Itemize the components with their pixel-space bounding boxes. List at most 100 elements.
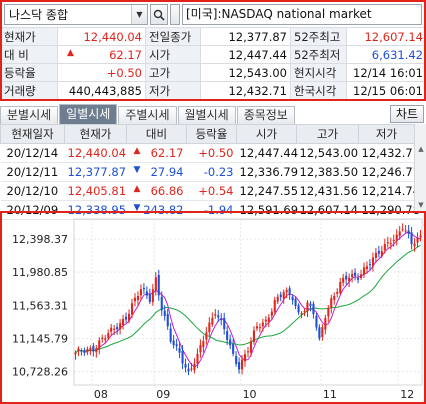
- candle-body: [175, 344, 178, 346]
- rate-cell: +0.54: [186, 181, 237, 201]
- candle-body: [389, 243, 392, 245]
- tab-info[interactable]: 종목정보: [236, 106, 295, 124]
- candle-body: [377, 251, 380, 254]
- candle-body: [345, 275, 348, 280]
- candle-body: [83, 350, 86, 353]
- grid-scrollbar[interactable]: ▲ ▼: [414, 124, 426, 212]
- candle-body: [217, 315, 220, 318]
- candle-body: [238, 362, 241, 370]
- quote-value: 12,377.87: [200, 27, 291, 46]
- candle-body: [160, 296, 163, 311]
- tab-minute[interactable]: 분별시세: [0, 106, 59, 124]
- candle-body: [386, 242, 389, 244]
- candle-body: [80, 350, 83, 352]
- search-button[interactable]: [150, 4, 168, 25]
- candle-body: [86, 349, 89, 353]
- candle-body: [148, 293, 151, 302]
- table-row[interactable]: 20/12/09 12,338.95 ▼ 243.82 -1.94 12,591.69 12…: [0, 200, 420, 220]
- chevron-down-icon[interactable]: ▼: [131, 5, 147, 24]
- column-header[interactable]: 현재일자: [0, 124, 65, 144]
- candle-body: [351, 273, 354, 277]
- candle-body: [371, 257, 374, 267]
- candle-body: [178, 348, 181, 353]
- candle-body: [187, 368, 190, 372]
- change-cell: ▲ 66.86: [126, 181, 187, 201]
- candle-body: [95, 348, 98, 353]
- column-header[interactable]: 저가: [358, 124, 415, 144]
- quote-label: 저가: [145, 81, 201, 100]
- column-header[interactable]: 고가: [296, 124, 359, 144]
- candle-body: [413, 243, 416, 247]
- plot-border: [73, 218, 423, 386]
- candle-body: [255, 326, 258, 329]
- candle-body: [258, 327, 261, 329]
- candle-body: [303, 310, 306, 312]
- table-row[interactable]: 20/12/14 12,440.04 ▲ 62.17 +0.50 12,447.44 12,…: [0, 143, 420, 163]
- tab-weekly[interactable]: 주별시세: [118, 106, 177, 124]
- candle-body: [113, 328, 116, 330]
- down-arrow-icon: ▼: [133, 203, 141, 213]
- scroll-up-icon[interactable]: ▲: [418, 145, 424, 153]
- candle-body: [363, 267, 366, 275]
- options-button[interactable]: [170, 4, 180, 25]
- candle-body: [226, 331, 229, 340]
- candle-body: [107, 333, 110, 338]
- tab-monthly[interactable]: 월별시세: [177, 106, 236, 124]
- change-value: 62.17: [109, 47, 142, 62]
- index-search-input[interactable]: 나스닥 종합: [9, 8, 69, 22]
- quote-value: 12/14 16:01: [346, 63, 426, 82]
- candle-body: [404, 230, 407, 232]
- quote-row: 대 비 ▲ 62.17 시가 12,447.44 52주최저 6,631.42: [0, 45, 426, 64]
- candle-body: [294, 299, 297, 306]
- column-header[interactable]: 대비: [126, 124, 187, 144]
- candle-body: [136, 296, 139, 300]
- candle-body: [131, 303, 134, 315]
- candle-body: [244, 354, 247, 362]
- y-tick-label: 10,728.26: [12, 366, 68, 379]
- column-header[interactable]: 현재가: [64, 124, 127, 144]
- open-cell: 12,247.55: [236, 181, 298, 201]
- low-cell: 12,246.77: [358, 162, 420, 182]
- index-search-box[interactable]: 나스닥 종합 ▼: [4, 4, 148, 25]
- candle-body: [98, 340, 101, 349]
- candle-body: [398, 231, 401, 236]
- quote-value: 12,432.71: [200, 81, 291, 100]
- tab-daily[interactable]: 일별시세: [59, 104, 118, 124]
- candle-body: [300, 313, 303, 315]
- candle-body: [89, 348, 92, 351]
- quote-value: 12,607.14: [346, 27, 426, 46]
- low-cell: 12,290.78: [358, 200, 420, 220]
- candle-body: [142, 288, 145, 290]
- candle-body: [342, 277, 345, 283]
- date-cell: 20/12/09: [0, 200, 65, 220]
- change-value: 66.86: [150, 184, 184, 198]
- change-value: 27.94: [150, 165, 184, 179]
- quote-value: 12,440.04: [57, 27, 146, 46]
- candle-body: [324, 317, 327, 330]
- chart-button[interactable]: 차트: [389, 105, 424, 123]
- scroll-down-icon[interactable]: ▼: [418, 201, 424, 209]
- candle-body: [297, 305, 300, 313]
- column-header[interactable]: 등락율: [186, 124, 237, 144]
- column-header[interactable]: 시가: [236, 124, 297, 144]
- candle-body: [327, 308, 330, 317]
- x-tick-label: 08: [94, 388, 108, 401]
- table-row[interactable]: 20/12/10 12,405.81 ▲ 66.86 +0.54 12,247.55 12,…: [0, 181, 420, 201]
- candle-body: [249, 341, 252, 353]
- candle-body: [128, 313, 131, 321]
- candle-body: [267, 317, 270, 322]
- table-row[interactable]: 20/12/11 12,377.87 ▼ 27.94 -0.23 12,336.79 12,…: [0, 162, 420, 182]
- daily-quote-table: 현재일자 현재가 대비 등락율 시가 고가 저가 20/12/14 12,440.04 ▲ 62.…: [0, 124, 420, 220]
- candle-body: [276, 296, 279, 302]
- candle-body: [101, 338, 104, 339]
- x-tick-label: 09: [156, 388, 170, 401]
- candle-body: [312, 303, 315, 315]
- candle-body: [229, 339, 232, 346]
- candle-body: [202, 341, 205, 348]
- candle-body: [374, 253, 377, 258]
- candle-body: [383, 244, 386, 251]
- change-cell: ▼ 243.82: [126, 200, 187, 220]
- candle-body: [309, 303, 312, 306]
- x-tick-label: 12: [400, 388, 414, 401]
- candle-body: [401, 228, 404, 230]
